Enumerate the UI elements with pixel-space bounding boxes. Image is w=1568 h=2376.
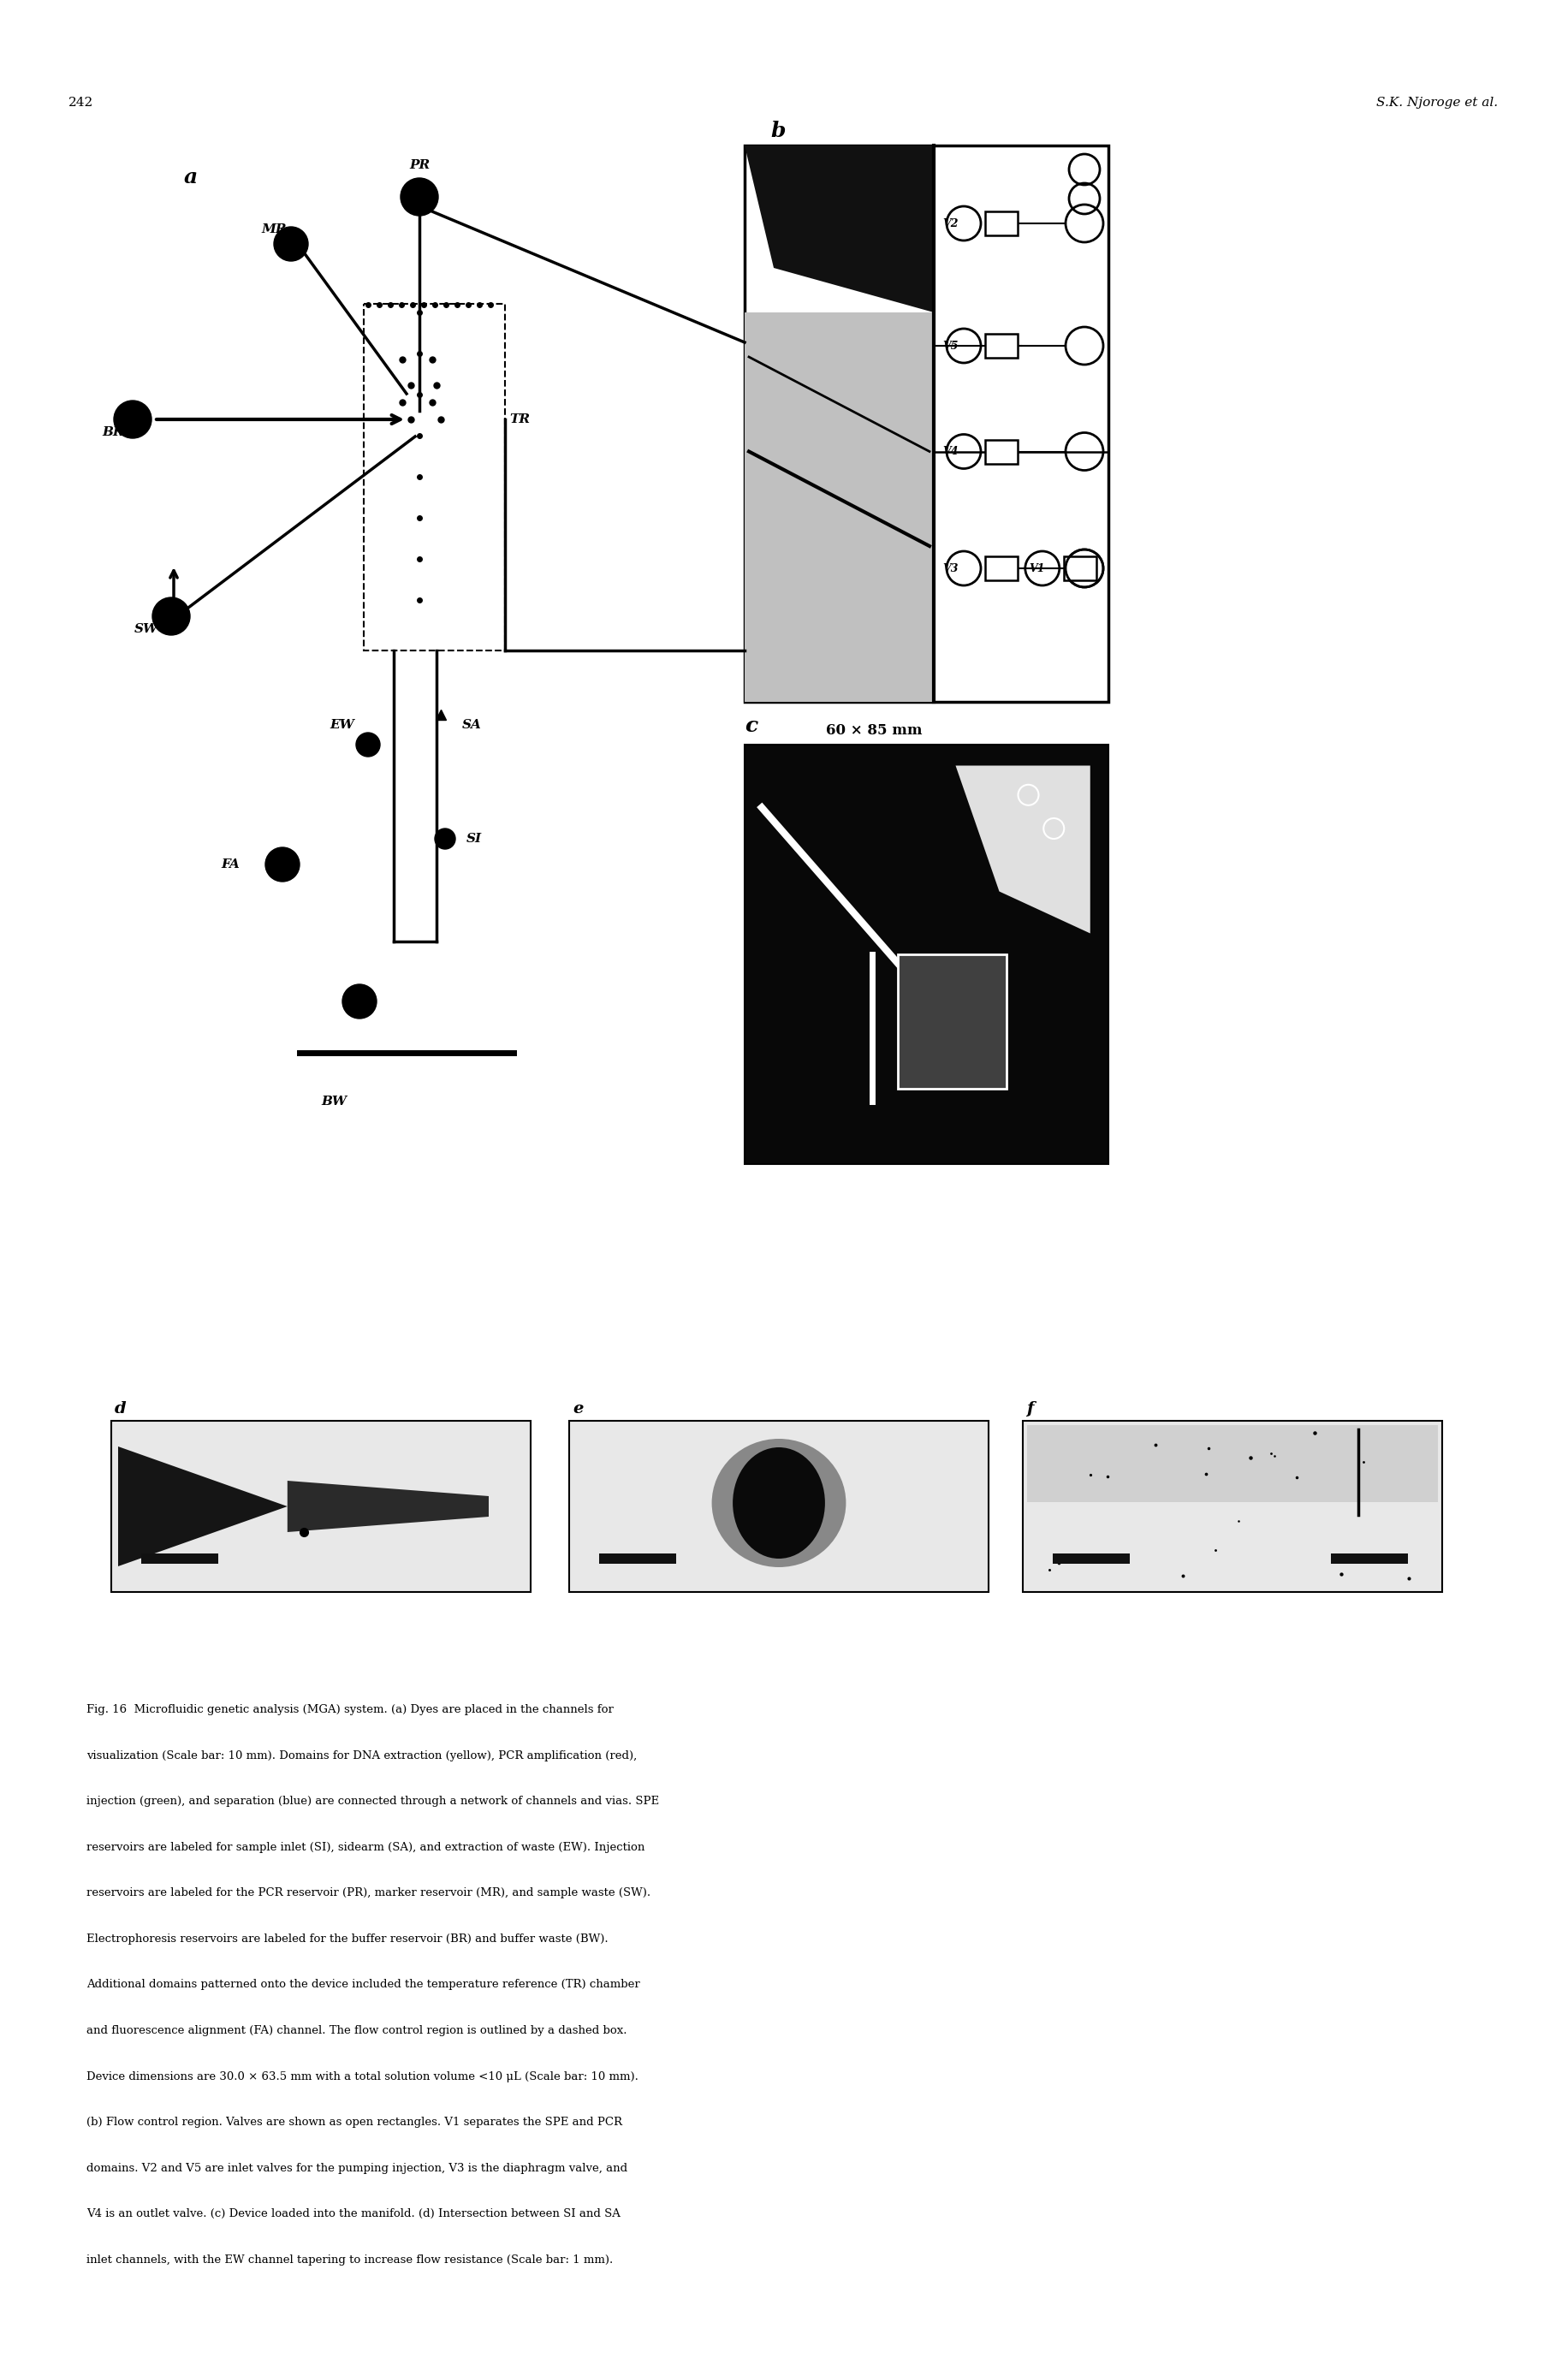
Text: V1: V1 xyxy=(1030,563,1046,575)
Text: e: e xyxy=(572,1402,583,1416)
Polygon shape xyxy=(955,765,1090,934)
Bar xyxy=(1027,1426,1438,1502)
Text: BR: BR xyxy=(102,425,124,437)
Bar xyxy=(985,440,1018,463)
Circle shape xyxy=(265,848,299,881)
Circle shape xyxy=(152,596,190,634)
Text: TR: TR xyxy=(510,413,530,425)
Text: visualization (Scale bar: 10 mm). Domains for DNA extraction (yellow), PCR ampli: visualization (Scale bar: 10 mm). Domain… xyxy=(86,1751,637,1761)
Text: 242: 242 xyxy=(69,97,94,109)
Bar xyxy=(111,1421,530,1592)
Text: PR: PR xyxy=(409,159,430,171)
Text: reservoirs are labeled for the PCR reservoir (PR), marker reservoir (MR), and sa: reservoirs are labeled for the PCR reser… xyxy=(86,1887,651,1898)
Bar xyxy=(1063,556,1096,580)
Polygon shape xyxy=(118,1447,287,1566)
Bar xyxy=(1331,1554,1408,1563)
Bar xyxy=(985,333,1018,359)
Text: FA: FA xyxy=(221,858,240,870)
Circle shape xyxy=(342,984,376,1019)
Bar xyxy=(569,1421,988,1592)
Bar xyxy=(1052,1554,1131,1563)
Text: EW: EW xyxy=(329,720,354,732)
Bar xyxy=(985,211,1018,235)
Text: MR: MR xyxy=(262,223,287,235)
Text: b: b xyxy=(770,121,786,140)
Text: V2: V2 xyxy=(942,219,958,228)
Bar xyxy=(599,1554,676,1563)
Text: 60 × 85 mm: 60 × 85 mm xyxy=(826,722,922,739)
Circle shape xyxy=(356,732,379,756)
Polygon shape xyxy=(287,1480,489,1533)
Text: reservoirs are labeled for sample inlet (SI), sidearm (SA), and extraction of wa: reservoirs are labeled for sample inlet … xyxy=(86,1841,644,1853)
Bar xyxy=(985,556,1018,580)
Bar xyxy=(745,311,935,701)
Text: injection (green), and separation (blue) are connected through a network of chan: injection (green), and separation (blue)… xyxy=(86,1796,659,1808)
Bar xyxy=(745,145,1109,701)
Bar xyxy=(745,744,1109,1164)
Circle shape xyxy=(434,829,455,848)
Polygon shape xyxy=(745,145,935,311)
Text: Fig. 16  Microfluidic genetic analysis (MGA) system. (a) Dyes are placed in the : Fig. 16 Microfluidic genetic analysis (M… xyxy=(86,1704,613,1715)
Text: Electrophoresis reservoirs are labeled for the buffer reservoir (BR) and buffer : Electrophoresis reservoirs are labeled f… xyxy=(86,1934,608,1944)
Text: V5: V5 xyxy=(942,340,958,352)
Circle shape xyxy=(400,178,437,216)
Text: SI: SI xyxy=(466,834,481,846)
Text: (b) Flow control region. Valves are shown as open rectangles. V1 separates the S: (b) Flow control region. Valves are show… xyxy=(86,2117,622,2129)
Ellipse shape xyxy=(732,1447,825,1559)
Ellipse shape xyxy=(712,1440,847,1568)
Text: Additional domains patterned onto the device included the temperature reference : Additional domains patterned onto the de… xyxy=(86,1979,640,1991)
Circle shape xyxy=(274,226,309,261)
Text: domains. V2 and V5 are inlet valves for the pumping injection, V3 is the diaphra: domains. V2 and V5 are inlet valves for … xyxy=(86,2162,627,2174)
Text: and fluorescence alignment (FA) channel. The flow control region is outlined by : and fluorescence alignment (FA) channel.… xyxy=(86,2024,627,2036)
Text: d: d xyxy=(114,1402,127,1416)
Text: a: a xyxy=(183,166,198,188)
Text: V4: V4 xyxy=(942,447,958,456)
Text: SA: SA xyxy=(463,720,481,732)
Text: Device dimensions are 30.0 × 63.5 mm with a total solution volume <10 μL (Scale : Device dimensions are 30.0 × 63.5 mm wit… xyxy=(86,2072,638,2081)
Text: S.K. Njoroge et al.: S.K. Njoroge et al. xyxy=(1377,97,1497,109)
Text: c: c xyxy=(745,715,757,737)
Text: SW: SW xyxy=(135,623,158,634)
Text: V3: V3 xyxy=(942,563,958,575)
Bar xyxy=(897,955,1007,1088)
Circle shape xyxy=(114,402,152,437)
Text: inlet channels, with the EW channel tapering to increase flow resistance (Scale : inlet channels, with the EW channel tape… xyxy=(86,2255,613,2264)
Bar xyxy=(141,1554,218,1563)
Bar xyxy=(1022,1421,1443,1592)
Bar xyxy=(364,304,505,651)
Text: V4 is an outlet valve. (c) Device loaded into the manifold. (d) Intersection bet: V4 is an outlet valve. (c) Device loaded… xyxy=(86,2207,621,2219)
Text: BW: BW xyxy=(321,1095,347,1107)
Text: f: f xyxy=(1025,1402,1033,1416)
